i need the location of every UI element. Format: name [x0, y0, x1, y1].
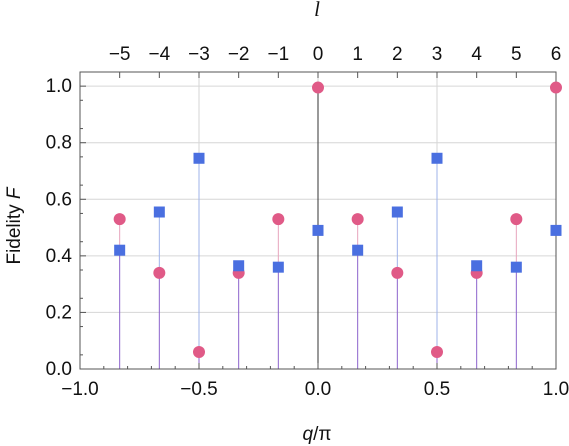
stems [119, 87, 557, 369]
y-tick-label: 0.6 [46, 189, 72, 210]
top-tick-label: −5 [109, 44, 131, 65]
circle-point [312, 81, 324, 94]
x-tick-label: 0.0 [305, 379, 331, 400]
circle-point [510, 213, 523, 226]
circle-point [391, 266, 404, 279]
square-point [233, 260, 245, 272]
top-tick-label: 5 [511, 44, 522, 65]
ticks: 0.00.20.40.60.81.0−1.0 −0.5 0.0 0.5 1.0−5 −4−… [46, 44, 569, 400]
circle-point [550, 81, 562, 94]
x-tick-label: 1.0 [543, 379, 569, 400]
top-tick-label: −4 [148, 44, 170, 65]
square-point [510, 261, 522, 273]
top-tick-label: 4 [471, 44, 482, 65]
square-point [312, 224, 324, 236]
circle-point [153, 266, 166, 279]
y-axis-label: Fidelity F [4, 186, 25, 264]
circle-point [113, 213, 126, 226]
x-tick-label: −0.5 [180, 379, 218, 400]
square-point [193, 152, 205, 164]
top-axis-label: l [314, 0, 320, 21]
square-point [352, 244, 364, 256]
x-axis-label: q/π [303, 424, 332, 445]
circle-point [351, 213, 364, 226]
y-tick-label: 0.2 [46, 302, 72, 323]
markers [113, 81, 562, 359]
x-tick-label: −1.0 [61, 379, 99, 400]
square-point [153, 206, 165, 218]
circle-point [431, 346, 443, 359]
top-tick-label: 6 [551, 44, 562, 65]
circle-point [272, 213, 285, 226]
square-point [114, 244, 126, 256]
top-tick-label: 1 [352, 44, 363, 65]
x-tick-label: 0.5 [424, 379, 450, 400]
square-point [431, 152, 443, 164]
top-tick-label: −1 [267, 44, 289, 65]
circle-point [193, 346, 205, 359]
top-tick-label: −3 [188, 44, 210, 65]
y-tick-label: 0.0 [46, 359, 72, 380]
top-tick-label: 3 [432, 44, 443, 65]
y-tick-label: 0.8 [46, 133, 72, 154]
top-tick-label: 0 [313, 44, 324, 65]
square-point [550, 224, 562, 236]
y-tick-label: 0.4 [46, 246, 73, 267]
square-point [272, 261, 284, 273]
square-point [471, 260, 483, 272]
square-point [391, 206, 403, 218]
top-tick-label: −2 [228, 44, 250, 65]
top-tick-label: 2 [392, 44, 403, 65]
y-tick-label: 1.0 [46, 76, 72, 97]
